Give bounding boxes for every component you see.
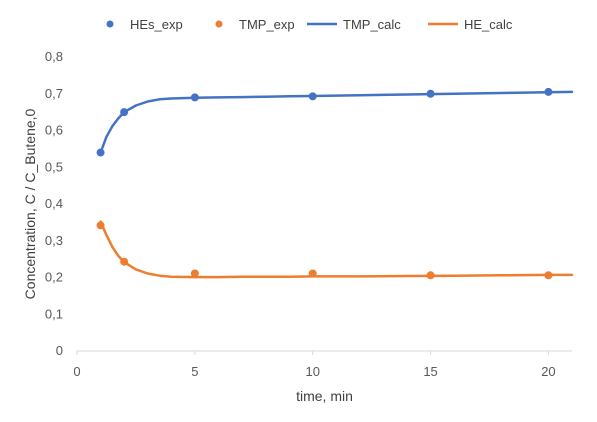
x-tick-label: 0 <box>73 364 80 379</box>
y-tick-label: 0,8 <box>45 49 63 64</box>
legend-label-HE_calc: HE_calc <box>464 17 513 32</box>
data-point-HEs_exp <box>308 92 317 101</box>
x-tick-label: 20 <box>541 364 555 379</box>
data-point-TMP_exp <box>308 269 317 278</box>
x-tick-label: 5 <box>191 364 198 379</box>
plot-area <box>96 87 574 280</box>
legend-label-HEs_exp: HEs_exp <box>130 17 183 32</box>
data-point-HEs_exp <box>190 93 199 102</box>
data-point-TMP_exp <box>544 271 553 280</box>
y-tick-label: 0,4 <box>45 196 63 211</box>
legend-label-TMP_calc: TMP_calc <box>343 17 401 32</box>
data-point-HEs_exp <box>120 108 129 117</box>
legend: HEs_exp TMP_exp TMP_calc HE_calc <box>106 17 513 32</box>
data-point-HEs_exp <box>426 89 435 98</box>
data-point-HEs_exp <box>544 87 553 96</box>
data-point-TMP_exp <box>426 271 435 280</box>
x-axis-ticks: 0 5 10 15 20 <box>73 351 556 379</box>
y-tick-label: 0 <box>56 343 63 358</box>
data-point-TMP_exp <box>190 269 199 278</box>
legend-marker-TMP_exp <box>215 20 223 28</box>
y-tick-label: 0,2 <box>45 270 63 285</box>
legend-label-TMP_exp: TMP_exp <box>239 17 295 32</box>
y-axis-ticks: 0 0,1 0,2 0,3 0,4 0,5 0,6 0,7 0,8 <box>45 49 63 358</box>
y-tick-label: 0,5 <box>45 159 63 174</box>
x-tick-label: 10 <box>305 364 319 379</box>
data-point-TMP_exp <box>120 257 129 266</box>
legend-marker-HEs_exp <box>106 20 114 28</box>
series-line-HE_calc <box>99 220 574 279</box>
data-point-TMP_exp <box>96 221 105 230</box>
y-axis-title: Concentration, C / C_Butene,0 <box>22 108 38 299</box>
y-tick-label: 0,3 <box>45 233 63 248</box>
y-tick-label: 0,6 <box>45 123 63 138</box>
data-point-HEs_exp <box>96 148 105 157</box>
x-axis-title: time, min <box>296 388 353 404</box>
y-tick-label: 0,1 <box>45 306 63 321</box>
x-tick-label: 15 <box>423 364 437 379</box>
y-tick-label: 0,7 <box>45 86 63 101</box>
series-line-TMP_calc <box>99 90 574 154</box>
